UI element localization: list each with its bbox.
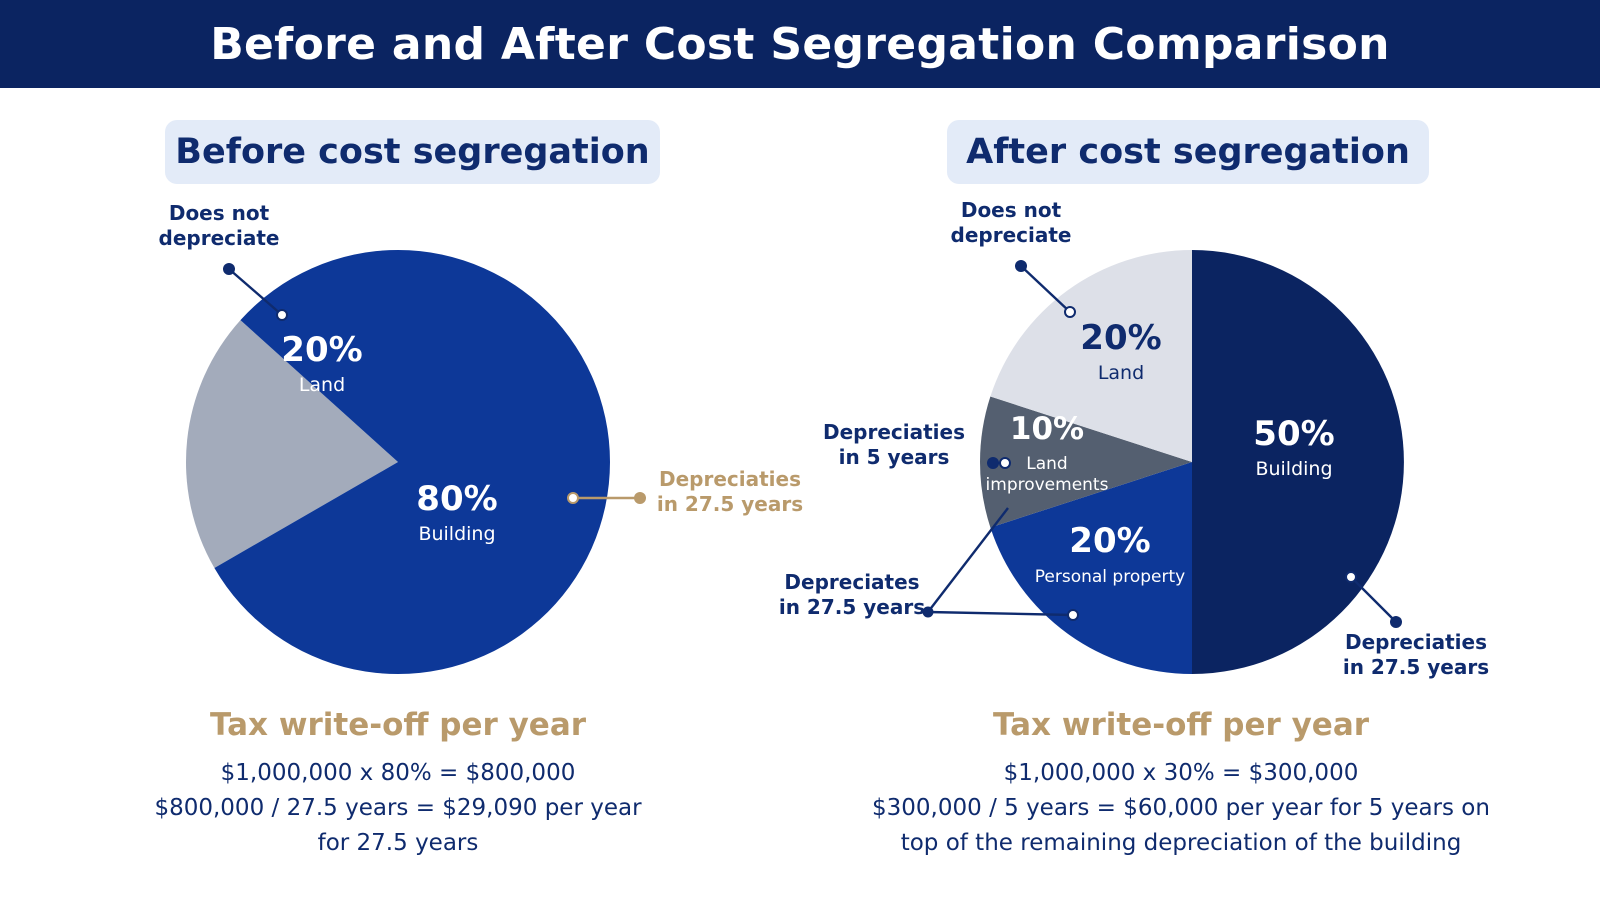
slice-category-label: Building <box>418 523 495 545</box>
annotation-label: Depreciates <box>784 570 919 594</box>
slice-value-label: 50% <box>1253 414 1334 454</box>
annotation-ring <box>276 309 288 321</box>
before-heading: Before cost segregation <box>165 120 660 184</box>
annotation-dot <box>634 492 646 504</box>
pie-slice-land <box>185 320 398 568</box>
annotation-leader-line <box>1020 265 1071 313</box>
tax-writeoff-line-before: $1,000,000 x 80% = $800,000 <box>220 760 576 786</box>
pie-slice-personal-property <box>990 462 1192 674</box>
annotation-dot <box>922 606 934 618</box>
annotation-label: Depreciaties <box>823 420 965 444</box>
annotation-ring <box>1064 306 1076 318</box>
annotation-leader-line <box>228 268 283 316</box>
annotation-ring <box>1345 571 1357 583</box>
tax-writeoff-title-before: Tax write-off per year <box>209 707 587 743</box>
pie-slice-land-improvements <box>980 396 1192 528</box>
tax-writeoff-line-before: $800,000 / 27.5 years = $29,090 per year <box>154 795 642 821</box>
annotation-leader-line <box>927 610 1074 617</box>
slice-value-label: 80% <box>416 479 497 519</box>
tax-writeoff-line-after: $1,000,000 x 30% = $300,000 <box>1003 760 1359 786</box>
annotation-leader-line <box>927 507 1009 613</box>
slice-category-label: Land <box>299 374 345 396</box>
slice-category-label: Land <box>1026 454 1067 474</box>
slice-value-label: 10% <box>1010 411 1084 447</box>
slice-category-label: Land <box>1098 362 1144 384</box>
slice-value-label: 20% <box>1080 318 1161 358</box>
annotation-ring <box>999 457 1011 469</box>
annotation-label: Depreciaties <box>659 467 801 491</box>
annotation-dot <box>223 263 235 275</box>
annotation-ring <box>1067 609 1079 621</box>
tax-writeoff-line-after: $300,000 / 5 years = $60,000 per year fo… <box>872 795 1490 821</box>
annotation-label: Depreciaties <box>1345 630 1487 654</box>
tax-writeoff-line-after: top of the remaining depreciation of the… <box>900 830 1462 856</box>
annotation-dot <box>1390 616 1402 628</box>
annotation-ring <box>567 492 579 504</box>
annotation-label: Does not <box>169 201 270 225</box>
annotation-leader-line <box>1350 576 1397 623</box>
annotation-label: in 27.5 years <box>1343 655 1489 679</box>
slice-category-label: improvements <box>986 475 1109 495</box>
page-title: Before and After Cost Segregation Compar… <box>0 0 1600 88</box>
annotation-label: depreciate <box>159 226 280 250</box>
annotation-label: in 5 years <box>839 445 950 469</box>
pie-slice-building <box>1192 250 1404 674</box>
slice-value-label: 20% <box>1069 521 1150 561</box>
annotation-label: in 27.5 years <box>657 492 803 516</box>
annotation-dot <box>987 457 999 469</box>
slice-category-label: Personal property <box>1035 567 1185 587</box>
annotation-label: depreciate <box>951 223 1072 247</box>
annotation-dot <box>1015 260 1027 272</box>
after-heading: After cost segregation <box>947 120 1429 184</box>
slice-value-label: 20% <box>281 330 362 370</box>
tax-writeoff-line-before: for 27.5 years <box>317 830 479 856</box>
annotation-label: in 27.5 years <box>779 595 925 619</box>
tax-writeoff-title-after: Tax write-off per year <box>992 707 1370 743</box>
pie-slice-land <box>990 250 1192 462</box>
pie-slice-building <box>214 249 610 674</box>
slice-category-label: Building <box>1255 458 1332 480</box>
annotation-label: Does not <box>961 198 1062 222</box>
